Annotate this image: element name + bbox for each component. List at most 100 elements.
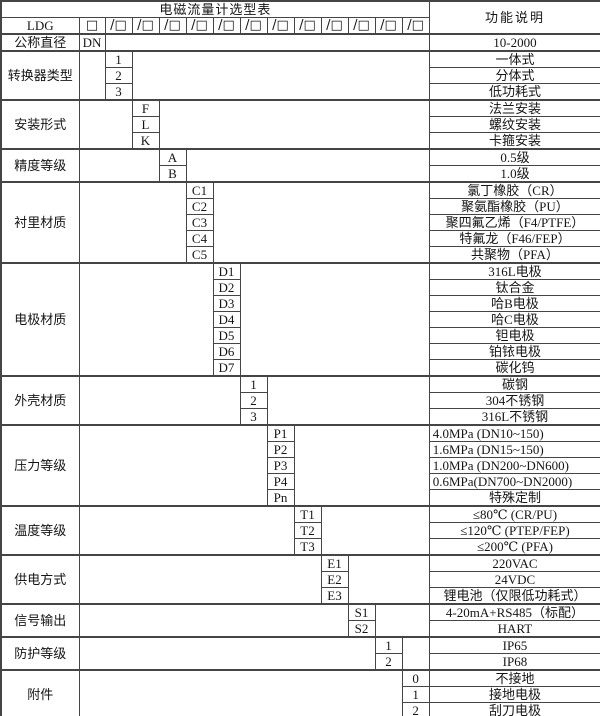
desc-cell: ≤200℃ (PFA) [428, 538, 600, 556]
section-label: 温度等级 [0, 505, 80, 556]
desc-cell: 特氟龙（F46/FEP） [428, 230, 600, 247]
spacer-cell [78, 603, 349, 638]
spacer-cell [78, 554, 322, 605]
desc-cell: 10-2000 [428, 33, 600, 52]
desc-cell: 锂电池（仅限低功耗式） [428, 587, 600, 605]
spacer-cell [78, 181, 187, 264]
code-cell: 1 [374, 636, 403, 654]
desc-cell: 1.0级 [428, 165, 600, 183]
desc-cell: 1.0MPa (DN200~DN600) [428, 457, 600, 474]
spacer-cell [401, 636, 430, 671]
desc-cell: 24VDC [428, 571, 600, 588]
code-cell: 0 [401, 669, 430, 687]
model-slot: /□ [158, 17, 187, 35]
desc-cell: 螺纹安装 [428, 116, 600, 133]
code-cell: C2 [185, 198, 214, 215]
code-cell: 3 [239, 408, 268, 426]
code-cell: D3 [212, 295, 241, 312]
desc-cell: 钛合金 [428, 279, 600, 296]
spacer-cell [239, 262, 430, 377]
code-cell: P4 [266, 473, 295, 490]
spacer-cell [320, 505, 430, 556]
section-label: 压力等级 [0, 424, 80, 507]
spacer-cell [212, 181, 430, 264]
desc-cell: 聚氨酯橡胶（PU） [428, 198, 600, 215]
code-cell: E3 [320, 587, 349, 605]
desc-cell: 卡箍安装 [428, 132, 600, 150]
spacer-cell [78, 505, 295, 556]
section-label: 精度等级 [0, 148, 80, 183]
code-cell: D7 [212, 359, 241, 377]
section-label: 电极材质 [0, 262, 80, 377]
code-cell: DN [78, 33, 106, 52]
model-slot: /□ [320, 17, 349, 35]
code-cell: F [131, 99, 160, 117]
spacer-cell [185, 148, 430, 183]
desc-cell: 304不锈钢 [428, 392, 600, 409]
code-cell: 2 [374, 653, 403, 671]
model-slot: /□ [293, 17, 322, 35]
desc-cell: ≤120℃ (PTEP/FEP) [428, 522, 600, 539]
model-slot: /□ [401, 17, 430, 35]
desc-cell: 4-20mA+RS485（标配） [428, 603, 600, 621]
code-cell: Pn [266, 489, 295, 507]
function-column-header: 功能说明 [428, 0, 600, 35]
code-cell: C1 [185, 181, 214, 199]
model-slot: /□ [104, 17, 133, 35]
code-cell: 2 [239, 392, 268, 409]
page-title: 电磁流量计选型表 [0, 0, 430, 18]
code-cell: E1 [320, 554, 349, 572]
section-label: 公称直径 [0, 33, 80, 52]
spacer-cell [78, 50, 106, 101]
spacer-cell [293, 424, 430, 507]
desc-cell: 刮刀电极 [428, 702, 600, 716]
model-slot: /□ [212, 17, 241, 35]
spacer-cell [78, 669, 403, 716]
code-cell: P2 [266, 441, 295, 458]
spacer-cell [78, 375, 241, 426]
code-cell: B [158, 165, 187, 183]
desc-cell: 共聚物（PFA） [428, 246, 600, 264]
desc-cell: IP65 [428, 636, 600, 654]
model-slot: /□ [347, 17, 376, 35]
code-cell: D5 [212, 327, 241, 344]
code-cell: P3 [266, 457, 295, 474]
spacer-cell [78, 148, 160, 183]
code-cell: A [158, 148, 187, 166]
code-cell: S1 [347, 603, 376, 621]
desc-cell: IP68 [428, 653, 600, 671]
desc-cell: 接地电极 [428, 686, 600, 703]
code-cell: T1 [293, 505, 322, 523]
code-cell: C4 [185, 230, 214, 247]
desc-cell: 法兰安装 [428, 99, 600, 117]
desc-cell: 碳钢 [428, 375, 600, 393]
code-cell: E2 [320, 571, 349, 588]
desc-cell: ≤80℃ (CR/PU) [428, 505, 600, 523]
code-cell: 1 [239, 375, 268, 393]
model-slot: /□ [374, 17, 403, 35]
code-cell: C3 [185, 214, 214, 231]
spacer-cell [78, 262, 214, 377]
desc-cell: HART [428, 620, 600, 638]
code-cell: D1 [212, 262, 241, 280]
section-label: 供电方式 [0, 554, 80, 605]
section-label: 衬里材质 [0, 181, 80, 264]
desc-cell: 聚四氟乙烯（F4/PTFE） [428, 214, 600, 231]
code-cell: 2 [401, 702, 430, 716]
desc-cell: 316L电极 [428, 262, 600, 280]
desc-cell: 1.6MPa (DN15~150) [428, 441, 600, 458]
model-slot: /□ [185, 17, 214, 35]
model-slot: /□ [131, 17, 160, 35]
desc-cell: 铂铱电极 [428, 343, 600, 360]
code-cell: 2 [104, 67, 133, 84]
desc-cell: 不接地 [428, 669, 600, 687]
desc-cell: 低功耗式 [428, 83, 600, 101]
code-cell: L [131, 116, 160, 133]
code-cell: P1 [266, 424, 295, 442]
code-cell: K [131, 132, 160, 150]
desc-cell: 分体式 [428, 67, 600, 84]
spacer-cell [78, 636, 376, 671]
desc-cell: 特殊定制 [428, 489, 600, 507]
section-label: 外壳材质 [0, 375, 80, 426]
